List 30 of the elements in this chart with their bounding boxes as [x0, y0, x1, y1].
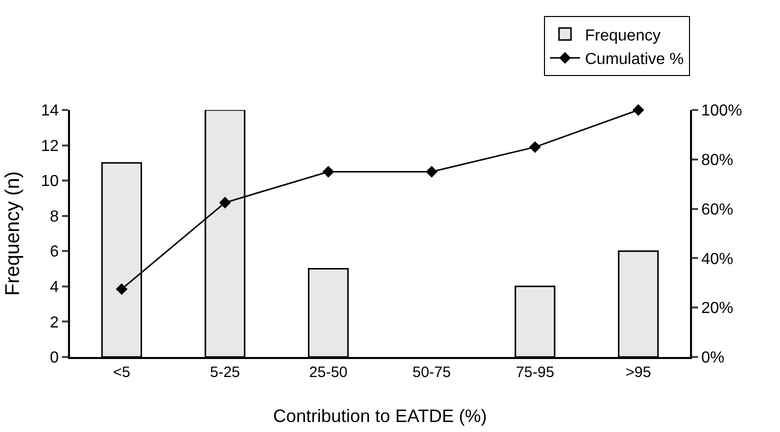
- x-tick-label: 75-95: [516, 364, 554, 381]
- y-tick-label: 14: [41, 102, 59, 120]
- legend-label: Cumulative %: [585, 51, 684, 68]
- y-tick-label: 10: [41, 173, 59, 190]
- y2-tick-label: 100%: [701, 102, 742, 120]
- point: [632, 104, 644, 116]
- x-tick-label: >95: [626, 364, 652, 381]
- point: [116, 283, 128, 295]
- x-tick-label: 5-25: [210, 364, 240, 381]
- y-tick-label: 4: [50, 279, 59, 296]
- y2-tick-label: 0%: [701, 350, 724, 367]
- y-tick-label: 2: [50, 314, 59, 332]
- y-tick-label: 8: [50, 208, 59, 226]
- y-tick-label: 6: [50, 244, 59, 261]
- x-tick-label: 25-50: [309, 364, 348, 381]
- point: [322, 166, 334, 178]
- y-tick-label: 12: [41, 138, 59, 155]
- point: [219, 196, 231, 208]
- y2-tick-label: 60%: [701, 201, 734, 218]
- point: [529, 141, 541, 153]
- y2-tick-label: 20%: [701, 300, 734, 318]
- y2-tick-label: 40%: [701, 250, 734, 268]
- x-axis-title: Contribution to EATDE (%): [273, 406, 487, 426]
- x-tick-label: <5: [113, 364, 130, 381]
- y-tick-label: 0: [50, 350, 59, 367]
- x-tick-label: 50-75: [412, 364, 451, 381]
- y-axis-title: Frequency (n): [2, 171, 24, 296]
- point: [426, 166, 438, 178]
- legend-label: Frequency: [585, 27, 661, 44]
- y2-tick-label: 80%: [701, 152, 734, 169]
